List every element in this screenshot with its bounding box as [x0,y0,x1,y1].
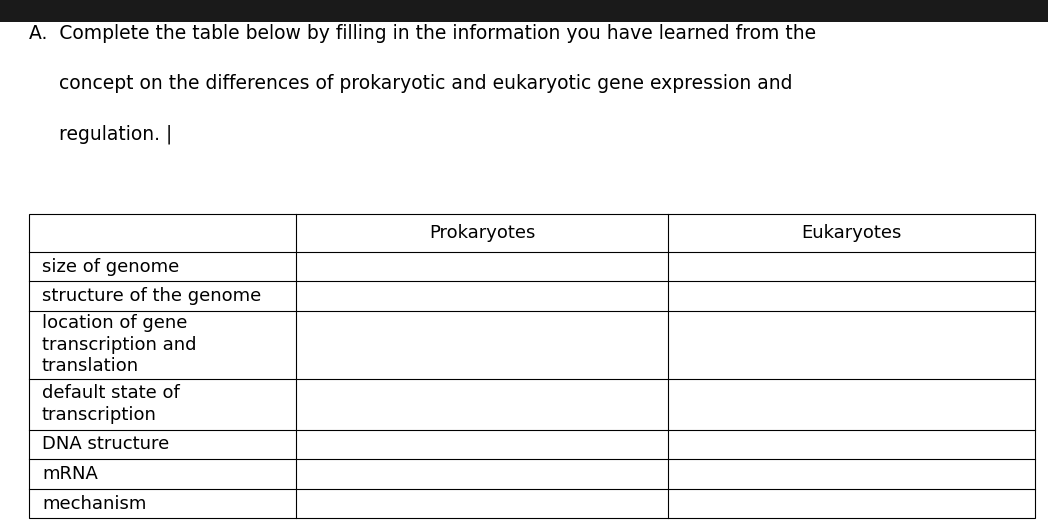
Text: Prokaryotes: Prokaryotes [429,224,536,242]
Text: default state of
transcription: default state of transcription [42,384,179,424]
Text: Eukaryotes: Eukaryotes [802,224,902,242]
Text: A.  Complete the table below by filling in the information you have learned from: A. Complete the table below by filling i… [29,24,816,43]
Text: regulation. |: regulation. | [29,124,173,144]
Text: DNA structure: DNA structure [42,436,169,454]
Text: size of genome: size of genome [42,258,179,276]
Text: location of gene
transcription and
translation: location of gene transcription and trans… [42,314,196,375]
Text: structure of the genome: structure of the genome [42,287,261,305]
Text: mRNA: mRNA [42,465,97,483]
Text: mechanism: mechanism [42,495,147,513]
Text: concept on the differences of prokaryotic and eukaryotic gene expression and: concept on the differences of prokaryoti… [29,74,793,93]
